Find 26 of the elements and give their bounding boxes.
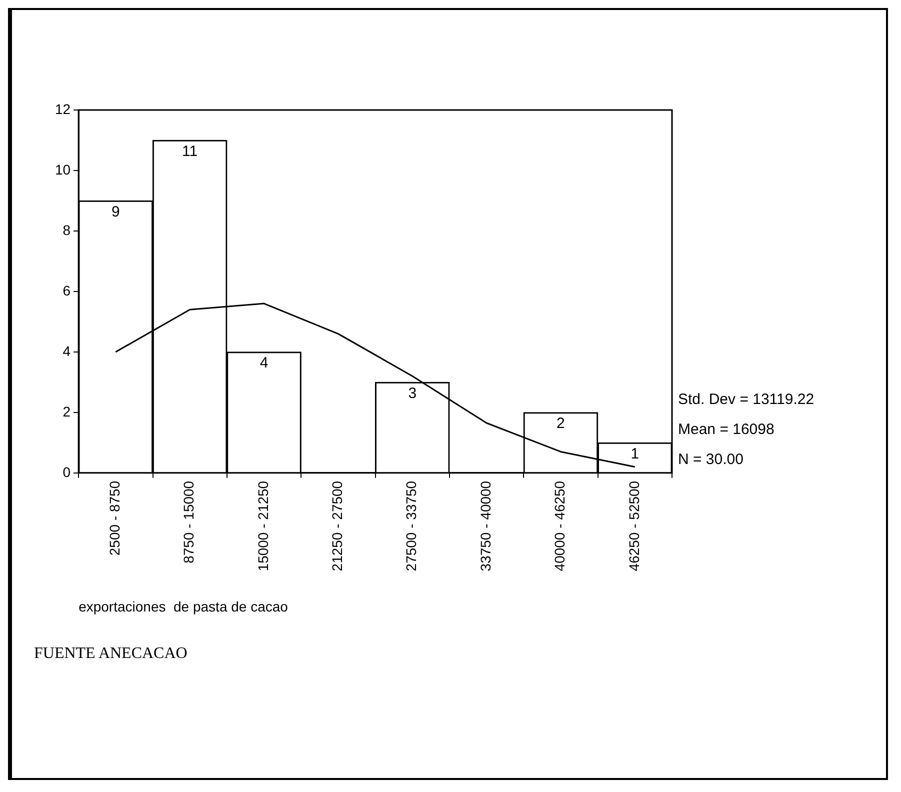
x-tick-label: 21250 - 27500	[329, 480, 346, 572]
text: N = 30.00	[678, 451, 744, 468]
y-tick-label: 4	[62, 342, 71, 359]
y-tick-label: 8	[62, 222, 71, 238]
x-tick-label: 33750 - 40000	[477, 480, 494, 572]
text: Mean = 16098	[678, 421, 774, 438]
y-tick-label: 0	[62, 464, 71, 480]
data-label: 2	[556, 415, 565, 432]
data-label: 3	[408, 384, 417, 402]
y-tick-label: 10	[54, 161, 71, 178]
x-tick-label: 27500 - 33750	[403, 480, 420, 572]
y-tick-label: 6	[62, 282, 71, 298]
x-tick-label: 46250 - 52500	[626, 480, 642, 572]
y-tick-label: 12	[54, 100, 71, 117]
data-label: 11	[182, 142, 198, 160]
x-tick-label: 40000 - 46250	[552, 480, 568, 572]
data-label: 9	[111, 203, 120, 220]
x-tick-label: 2500 - 8750	[106, 480, 123, 556]
data-label: 4	[260, 354, 268, 372]
x-tick-label: 15000 - 21250	[254, 480, 271, 572]
data-label: 1	[630, 445, 640, 462]
text: Std. Dev = 13119.22	[678, 391, 814, 408]
x-axis-title: exportaciones de pasta de cacao	[78, 598, 288, 614]
x-tick-label: 8750 - 15000	[180, 480, 197, 564]
source-note: FUENTE ANECACAO	[34, 645, 188, 663]
y-tick-label: 2	[62, 403, 71, 420]
